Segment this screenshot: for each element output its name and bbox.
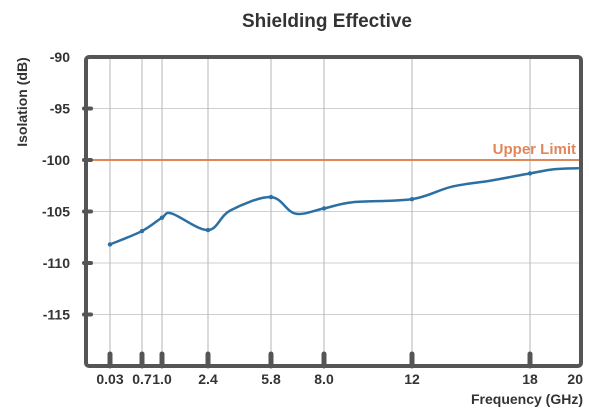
x-tick-label: 12 [404, 371, 420, 387]
x-tick-label: 1.0 [152, 371, 172, 387]
y-tick-label: -95 [50, 101, 70, 117]
data-point [107, 242, 113, 247]
data-point [527, 171, 533, 176]
upper-limit-label: Upper Limit [493, 141, 576, 158]
data-point [409, 196, 415, 202]
grid [86, 57, 581, 366]
x-tick-label: 0.03 [96, 371, 123, 387]
reference-line-group: Upper Limit [86, 141, 581, 161]
x-tick-label: 20 [567, 371, 583, 387]
x-tick-label: 2.4 [198, 371, 218, 387]
x-tick-label: 8.0 [314, 371, 334, 387]
x-tick-label: 5.8 [261, 371, 281, 387]
data-point [321, 206, 327, 211]
axis-ticks: -90 -95 -100 -105 -110 -115 0.03 0.7 1.0 2.4 5.8 8.… [42, 49, 583, 387]
series-group [107, 166, 580, 247]
data-point [205, 227, 211, 233]
y-tick-label: -115 [43, 307, 70, 323]
x-tick-label: 0.7 [132, 371, 152, 387]
y-tick-label: -110 [43, 255, 70, 271]
chart-title: Shielding Effective [242, 11, 412, 32]
y-tick-label: -105 [42, 204, 70, 220]
y-tick-label: -100 [42, 152, 70, 168]
x-tick-label: 18 [522, 371, 538, 387]
x-axis-label: Frequency (GHz) [471, 391, 583, 407]
y-axis-label: Isolation (dB) [14, 57, 30, 146]
data-point [139, 228, 145, 234]
series-line [108, 166, 580, 246]
y-tick-label: -90 [50, 49, 70, 65]
data-point [159, 215, 165, 220]
data-point [268, 194, 274, 200]
